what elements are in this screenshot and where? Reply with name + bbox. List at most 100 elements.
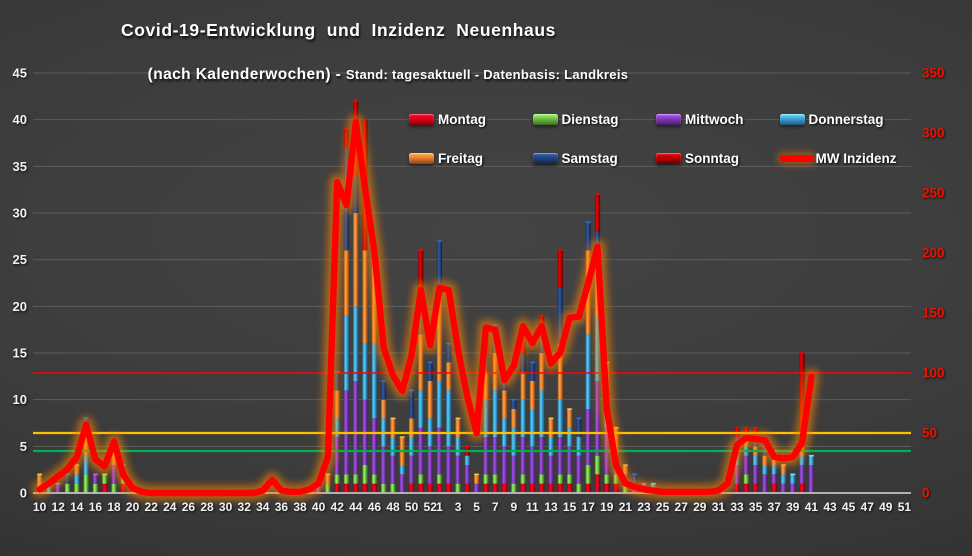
x-axis-tick-label: 9 [510, 500, 517, 514]
bar-segment-Do [408, 437, 415, 456]
right-axis-tick-label: 100 [922, 366, 945, 381]
gridlines [33, 72, 911, 447]
legend-item-sonntag: Sonntag [656, 139, 780, 178]
bar-segment-Do [436, 381, 443, 428]
bar-segment-Mi [567, 446, 573, 475]
legend-swatch-icon [779, 114, 805, 125]
bar-segment-Di [111, 483, 117, 493]
legend-swatch-icon [656, 114, 681, 125]
incidence-line [36, 118, 815, 497]
chart-subtitle-main: (nach Kalenderwochen) - [147, 66, 346, 83]
right-axis-tick-label: 200 [922, 246, 945, 261]
bar-segment-Do [492, 390, 498, 437]
bar-segment-Mi [752, 465, 759, 484]
bar-segment-Mi [585, 409, 591, 465]
bar-segment-Mi [492, 437, 498, 475]
bar-cap-highlight [808, 454, 814, 457]
bar-cap-highlight [594, 193, 601, 196]
bar-cap-highlight [734, 426, 740, 429]
bar-cap-highlight [464, 445, 470, 448]
bar-cap-highlight [37, 473, 43, 476]
bar-segment-Mo [734, 483, 740, 493]
x-axis-tick-label: 48 [386, 500, 400, 514]
bar-cap-highlight [529, 361, 536, 364]
bar-segment-Di [102, 474, 108, 484]
bar-segment-Fr [780, 465, 787, 475]
left-axis-labels: 0 5 10 15 20 25 30 35 40 45 [13, 66, 27, 501]
x-axis-tick-label: 16 [89, 500, 103, 514]
bar-segment-Di [743, 474, 749, 484]
bar-segment-Mo [613, 483, 619, 493]
bar-segment-Fr [455, 418, 461, 437]
legend-item-mittwoch: Mittwoch [656, 100, 780, 139]
bar-segment-Di [539, 474, 545, 484]
bar-segment-Mi [594, 381, 601, 456]
bar-segment-Di [567, 474, 573, 484]
chart-title-line1: Covid-19-Entwicklung und Inzidenz Neuenh… [121, 20, 556, 40]
bar-cap-highlight [418, 249, 424, 252]
bar-segment-So [418, 250, 424, 297]
legend-label: Donnerstag [808, 112, 884, 127]
chart-title: Covid-19-Entwicklung und Inzidenz Neuenh… [121, 20, 628, 102]
x-axis-tick-label: 29 [693, 500, 707, 514]
right-axis-tick-label: 350 [922, 66, 945, 81]
x-axis-tick-label: 18 [107, 500, 121, 514]
x-axis-tick-label: 17 [582, 500, 596, 514]
bar-segment-Mo [799, 483, 805, 493]
left-axis-tick-label: 20 [13, 299, 27, 314]
bar-segment-Mi [520, 437, 526, 475]
bar-segment-Di [343, 474, 350, 484]
bar-segment-Sa [408, 390, 415, 419]
bar-segment-Mi [353, 381, 359, 475]
x-axis-tick-label: 41 [805, 500, 819, 514]
bar-segment-Fr [418, 334, 424, 391]
legend-label: Freitag [438, 151, 484, 166]
bar-segment-Mo [501, 483, 508, 493]
legend-label: Dienstag [561, 112, 619, 127]
bar-segment-Mi [371, 418, 377, 475]
x-axis-tick-label: 39 [786, 500, 800, 514]
bar-segment-Mo [492, 483, 498, 493]
bar-segment-Do [418, 390, 424, 428]
bar-week-2-38 [780, 464, 787, 493]
bar-segment-Mi [511, 455, 517, 484]
bar-segment-Sa [381, 381, 387, 400]
bar-segment-Di [83, 474, 89, 493]
bar-segment-Mi [799, 465, 805, 484]
bar-segment-Mi [529, 446, 536, 484]
bar-segment-Mo [464, 483, 470, 493]
bar-week-2-13 [548, 417, 554, 493]
bar-segment-Do [585, 334, 591, 409]
bar-segment-Mo [752, 483, 759, 493]
bar-segment-Fr [381, 399, 387, 419]
bar-segment-Di [511, 483, 517, 493]
bar-segment-Sa [529, 362, 536, 381]
bar-cap-highlight [576, 417, 582, 420]
bar-segment-Mi [576, 455, 582, 484]
x-axis-tick-label: 28 [200, 500, 214, 514]
bar-segment-So [594, 194, 601, 232]
left-axis-tick-label: 10 [13, 392, 27, 407]
bar-cap-highlight [539, 314, 545, 317]
bar-week-2-5 [474, 473, 480, 493]
bar-segment-Mo [604, 483, 610, 493]
bar-segment-Fr [520, 371, 526, 400]
bar-segment-Do [567, 427, 573, 447]
x-axis-tick-label: 35 [749, 500, 763, 514]
bar-segment-Di [520, 474, 526, 484]
bar-segment-Mi [771, 474, 777, 484]
bar-cap-highlight [790, 473, 796, 476]
chart-legend: Montag Dienstag Mittwoch Donnerstag Freitag S… [409, 100, 903, 178]
x-axis-tick-label: 20 [126, 500, 140, 514]
bar-segment-Do [83, 455, 89, 475]
left-axis-tick-label: 30 [13, 206, 27, 221]
bar-segment-Di [585, 465, 591, 484]
bar-segment-Mi [427, 446, 433, 484]
bar-segment-Do [353, 306, 359, 381]
chart-subtitle-status: Stand: tagesaktuell - Datenbasis: Landkr… [345, 67, 629, 82]
bar-segment-Di [362, 465, 368, 484]
legend-label: Montag [438, 112, 486, 127]
x-axis-tick-label: 36 [275, 500, 289, 514]
bar-segment-Fr [557, 343, 563, 400]
bar-segment-Do [446, 390, 452, 447]
